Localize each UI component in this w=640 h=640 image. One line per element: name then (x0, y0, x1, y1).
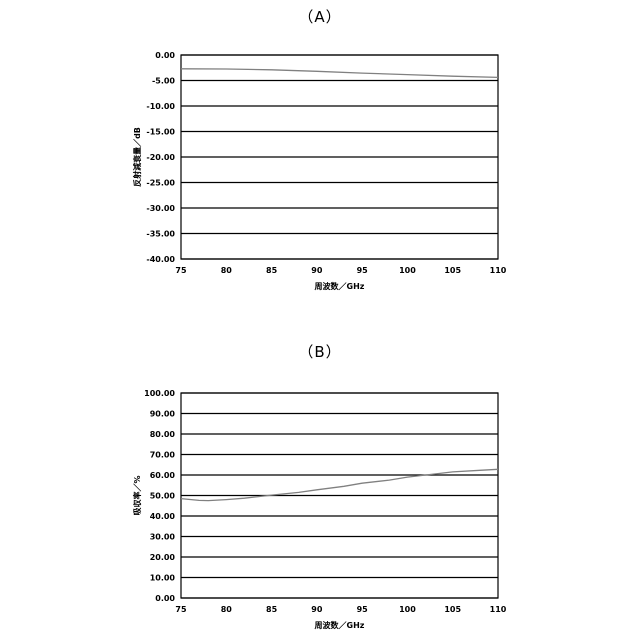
x-tick-label-a: 105 (444, 266, 461, 275)
y-tick-label-b: 20.00 (150, 553, 176, 562)
y-tick-label-a: -30.00 (146, 204, 175, 213)
x-tick-label-b: 85 (266, 605, 278, 614)
y-tick-label-b: 100.00 (144, 389, 175, 398)
y-tick-label-b: 70.00 (150, 451, 176, 460)
x-tick-label-a: 80 (221, 266, 233, 275)
x-tick-label-b: 75 (175, 605, 187, 614)
series-line-a (181, 69, 498, 78)
y-tick-label-b: 50.00 (150, 492, 176, 501)
x-tick-label-b: 95 (357, 605, 369, 614)
y-tick-label-a: -35.00 (146, 230, 175, 239)
y-tick-label-b: 40.00 (150, 512, 176, 521)
x-tick-label-b: 110 (490, 605, 507, 614)
x-axis-label-b: 周波数／GHz (315, 620, 365, 630)
y-tick-label-a: -40.00 (146, 255, 175, 264)
x-tick-label-a: 95 (357, 266, 369, 275)
y-tick-label-a: -15.00 (146, 128, 175, 137)
y-tick-label-b: 80.00 (150, 430, 176, 439)
x-tick-label-b: 100 (399, 605, 416, 614)
y-tick-label-b: 10.00 (150, 574, 176, 583)
y-tick-label-a: -25.00 (146, 179, 175, 188)
y-tick-label-b: 30.00 (150, 533, 176, 542)
x-tick-label-a: 110 (490, 266, 507, 275)
x-tick-label-a: 75 (175, 266, 187, 275)
y-axis-label-b: 吸収率／% (132, 475, 142, 515)
x-tick-label-b: 90 (311, 605, 323, 614)
x-tick-label-b: 80 (221, 605, 233, 614)
x-tick-label-b: 105 (444, 605, 461, 614)
x-tick-label-a: 90 (311, 266, 323, 275)
x-tick-label-a: 85 (266, 266, 278, 275)
y-tick-label-a: -5.00 (152, 77, 175, 86)
y-tick-label-b: 0.00 (155, 594, 175, 603)
x-tick-label-a: 100 (399, 266, 416, 275)
y-tick-label-a: -10.00 (146, 102, 175, 111)
y-tick-label-b: 90.00 (150, 410, 176, 419)
y-tick-label-a: 0.00 (155, 51, 175, 60)
y-axis-label-a: 反射減衰量／dB (132, 127, 142, 187)
x-axis-label-a: 周波数／GHz (315, 281, 365, 291)
y-tick-label-b: 60.00 (150, 471, 176, 480)
y-tick-label-a: -20.00 (146, 153, 175, 162)
